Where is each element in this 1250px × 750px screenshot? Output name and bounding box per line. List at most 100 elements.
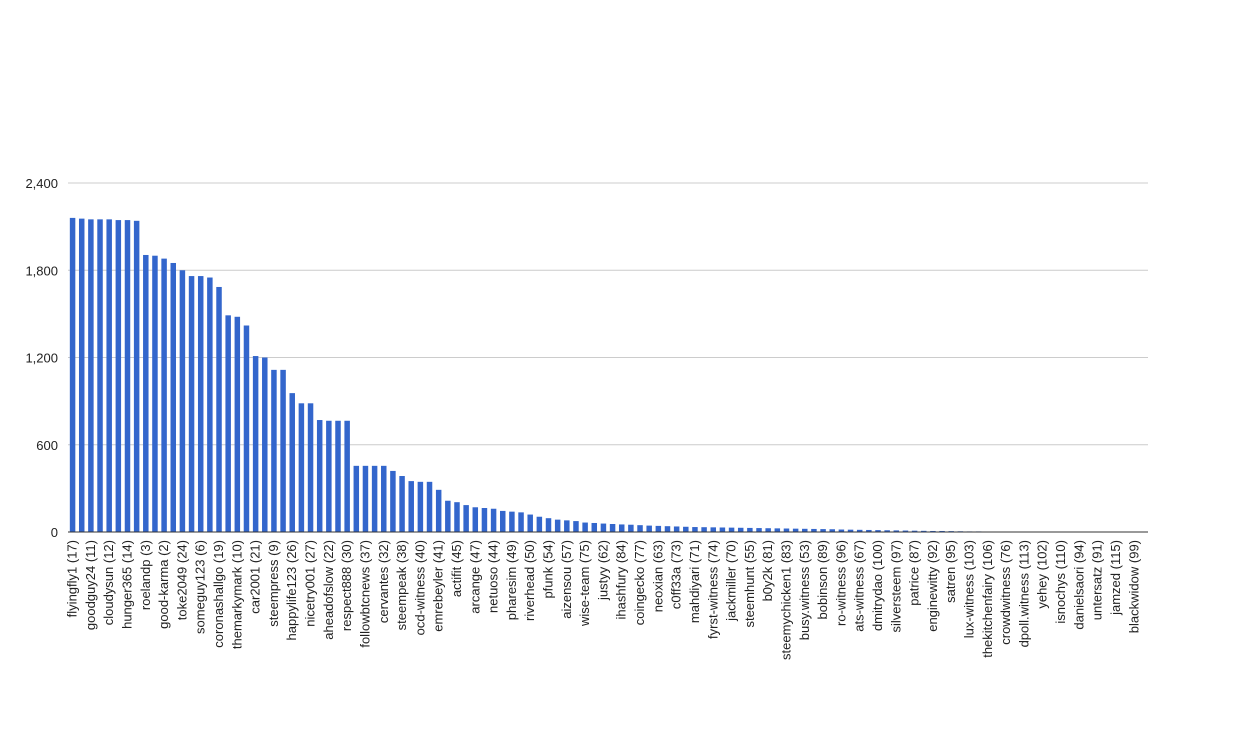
bar (188, 276, 195, 532)
bar (207, 277, 213, 532)
x-tick-label: actifit (45) (449, 540, 464, 597)
x-tick-label: enginewitty (92) (925, 540, 940, 632)
bar (673, 526, 680, 532)
bar (527, 514, 533, 532)
bar (509, 511, 515, 532)
bar (69, 217, 76, 532)
x-tick-label: someguy123 (6) (193, 540, 208, 634)
x-tick-label: coronashallgo (19) (211, 540, 226, 648)
x-tick-label: jackmiller (70) (724, 540, 739, 622)
bar (161, 258, 167, 532)
x-tick-label: bobinson (89) (815, 540, 830, 620)
x-tick-label: steempeak (38) (394, 540, 409, 630)
bar (600, 523, 607, 532)
x-tick-label: fyrst-witness (74) (705, 540, 720, 639)
bar (472, 507, 479, 532)
bar (637, 525, 643, 532)
x-tick-label: patrice (87) (907, 540, 922, 606)
bar (847, 529, 854, 532)
bar (371, 465, 378, 532)
x-tick-label: happylife123 (26) (284, 540, 299, 640)
x-tick-label: cloudysun (12) (101, 540, 116, 625)
bar (518, 512, 524, 532)
x-tick-label: car2001 (21) (248, 540, 263, 614)
bar (362, 465, 369, 532)
bar (344, 420, 350, 532)
x-tick-label: nicetry001 (27) (303, 540, 318, 627)
bar (692, 527, 698, 532)
x-tick-label: ocd-witness (40) (412, 540, 427, 635)
bar (381, 465, 387, 532)
bar (747, 527, 753, 532)
bar (307, 403, 314, 532)
x-tick-label: steempress (9) (266, 540, 281, 627)
x-tick-label: c0ff33a (73) (669, 540, 684, 609)
bar (271, 369, 277, 532)
x-tick-label: arcange (47) (467, 540, 482, 614)
bar (829, 529, 835, 532)
bar (106, 219, 112, 532)
x-tick-label: coingecko (77) (632, 540, 647, 625)
bar (445, 500, 451, 532)
x-tick-label: ro-witness (96) (833, 540, 848, 626)
bar (902, 530, 909, 532)
bar (728, 527, 735, 532)
x-tick-label: flyingfly1 (17) (65, 540, 80, 617)
x-tick-label: netuoso (44) (486, 540, 501, 613)
bar (316, 420, 323, 532)
bar (774, 528, 781, 532)
bar (435, 489, 442, 532)
x-tick-label: toke2049 (24) (174, 540, 189, 620)
bar (152, 255, 158, 533)
bar (143, 254, 149, 532)
bar (243, 325, 250, 532)
bar (646, 525, 652, 532)
bar (326, 420, 332, 532)
bar (618, 524, 625, 532)
x-tick-label: mahdiyari (71) (687, 540, 702, 623)
x-tick-label: dmitrydao (100) (870, 540, 885, 631)
bar (701, 527, 707, 532)
bar (399, 476, 405, 532)
x-tick-label: satren (95) (943, 540, 958, 603)
bar (179, 270, 186, 532)
x-tick-label: busy.witness (53) (797, 540, 812, 640)
x-tick-label: jamzed (115) (1108, 540, 1123, 616)
bar (582, 522, 588, 532)
y-tick-label: 2,400 (25, 176, 58, 191)
bar (911, 530, 918, 532)
x-tick-label: emrebeyler (41) (431, 540, 446, 632)
x-tick-label: ats-witness (67) (852, 540, 867, 632)
x-tick-label: riverhead (50) (522, 540, 537, 621)
x-tick-label: untersatz (91) (1090, 540, 1105, 620)
bar (490, 508, 497, 532)
y-tick-label: 600 (36, 438, 58, 453)
bar (719, 527, 726, 532)
x-tick-label: aheadofslow (22) (321, 540, 336, 640)
x-tick-label: respect888 (30) (339, 540, 354, 631)
x-tick-label: dpoll.witness (113) (1016, 540, 1031, 647)
bar (866, 529, 872, 532)
x-tick-label: isnochys (110) (1053, 540, 1068, 624)
bar (664, 526, 671, 532)
x-tick-label: crowdwitness (76) (998, 540, 1013, 645)
x-tick-label: justyy (62) (595, 540, 610, 601)
bar (225, 315, 231, 532)
x-tick-label: goodguy24 (11) (83, 540, 98, 630)
x-tick-label: steemychicken1 (83) (778, 540, 793, 660)
x-tick-label: themarkymark (10) (229, 540, 244, 649)
bar (536, 516, 543, 532)
bar (78, 218, 85, 533)
x-tick-label: cervantes (32) (376, 540, 391, 623)
x-tick-label: yehey (102) (1035, 540, 1050, 609)
bar (280, 369, 286, 532)
bar (426, 481, 433, 532)
x-tick-label: danielsaori (94) (1071, 540, 1086, 630)
y-tick-label: 1,800 (25, 263, 58, 278)
bar (262, 357, 268, 532)
bar (921, 530, 927, 532)
x-tick-label: wise-team (75) (577, 540, 592, 627)
bar (893, 530, 900, 532)
bar (252, 356, 259, 532)
bar (591, 522, 598, 532)
